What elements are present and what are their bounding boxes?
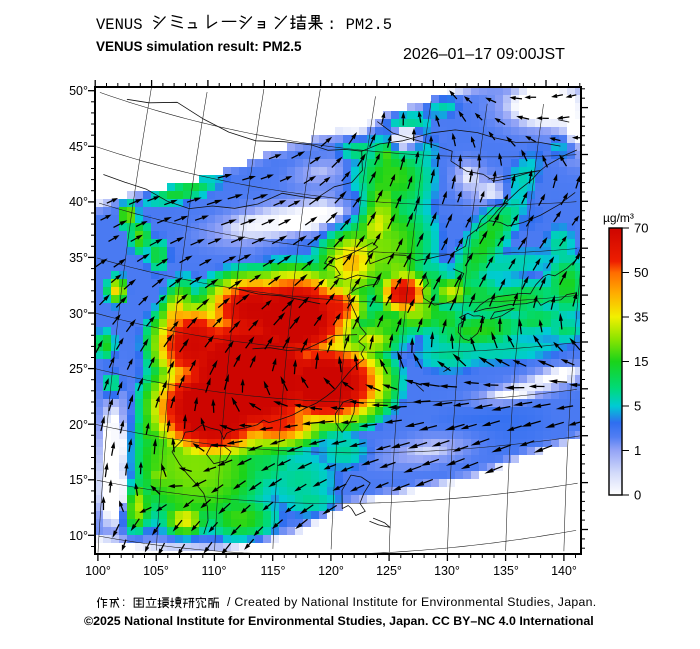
svg-text:135°: 135° <box>493 564 519 578</box>
svg-text:35°: 35° <box>69 251 88 265</box>
svg-text:40°: 40° <box>69 195 88 209</box>
svg-text::: : <box>122 595 125 609</box>
svg-text:35: 35 <box>634 310 648 325</box>
svg-text:105°: 105° <box>143 564 169 578</box>
svg-text:115°: 115° <box>261 564 286 578</box>
svg-text:25°: 25° <box>69 362 88 376</box>
svg-text:30°: 30° <box>69 307 88 321</box>
svg-text:50: 50 <box>634 265 648 280</box>
svg-text:45°: 45° <box>69 140 88 154</box>
svg-text:©2025 National Institute for E: ©2025 National Institute for Environment… <box>84 614 594 628</box>
svg-text:120°: 120° <box>318 564 344 578</box>
svg-text:VENUS simulation result: PM2.5: VENUS simulation result: PM2.5 <box>96 39 302 54</box>
svg-text:µg/m³: µg/m³ <box>603 211 634 225</box>
svg-text:1: 1 <box>634 443 641 458</box>
svg-text:110°: 110° <box>202 564 227 578</box>
svg-text:15: 15 <box>634 354 648 369</box>
svg-text:125°: 125° <box>376 564 402 578</box>
svg-text:130°: 130° <box>434 564 460 578</box>
svg-text:5: 5 <box>634 399 641 414</box>
svg-text:: PM2.5: : PM2.5 <box>327 16 392 34</box>
svg-text:15°: 15° <box>69 473 88 487</box>
svg-text:140°: 140° <box>551 564 577 578</box>
svg-text:VENUS: VENUS <box>96 16 143 34</box>
svg-text:50°: 50° <box>69 84 88 98</box>
svg-text:0: 0 <box>634 488 641 503</box>
svg-text:/ Created by National Institut: / Created by National Institute for Envi… <box>227 595 596 609</box>
svg-text:2026–01–17 09:00JST: 2026–01–17 09:00JST <box>403 46 565 63</box>
svg-text:70: 70 <box>634 221 648 236</box>
svg-text:10°: 10° <box>69 529 88 543</box>
svg-text:20°: 20° <box>69 418 88 432</box>
svg-text:100°: 100° <box>85 564 111 578</box>
